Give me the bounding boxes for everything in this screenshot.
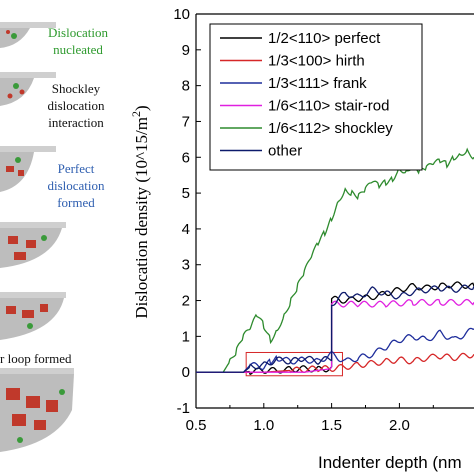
y-axis-label-text: Dislocation density (10^15/m (132, 117, 151, 319)
series-layer (196, 147, 474, 376)
caption-dislocation-nucleated: Dislocation nucleated (30, 24, 126, 58)
y-tick-label: 1 (182, 328, 190, 345)
y-tick-label: 8 (182, 78, 190, 95)
snapshot-4 (0, 222, 66, 268)
y-axis-label-close: ) (132, 105, 151, 111)
md-snapshot-strip (0, 22, 74, 452)
y-tick-label: 7 (182, 113, 190, 130)
legend-label: 1/6<112> shockley (268, 120, 393, 137)
y-tick-label: 3 (182, 257, 190, 274)
tick-label-layer: -1 0 1 2 3 4 5 6 7 8 9 10 0.5 1.0 1.5 2.0 (173, 6, 410, 434)
caption-line: Shockley (51, 81, 101, 96)
y-tick-label: 10 (173, 6, 190, 23)
legend-label: 1/3<111> frank (268, 75, 367, 92)
series-line-0 (196, 281, 474, 376)
caption-loop-formed: r loop formed (0, 350, 100, 367)
legend-label: other (268, 143, 302, 160)
series-line-2 (196, 327, 474, 373)
y-axis-label: Dislocation density (10^15/m2) (129, 105, 151, 318)
axes-layer (195, 13, 474, 409)
caption-line: interaction (48, 115, 104, 130)
y-tick-label: -1 (177, 400, 190, 417)
x-tick-label: 1.0 (253, 417, 274, 434)
snapshot-6 (0, 368, 74, 452)
caption-line: dislocation (47, 178, 105, 193)
legend-label: 1/3<100> hirth (268, 53, 365, 70)
y-tick-label: 5 (182, 185, 190, 202)
legend-box (209, 23, 423, 171)
snapshot-3 (0, 146, 56, 192)
caption-line: Perfect (57, 161, 95, 176)
series-line-5 (196, 284, 474, 373)
caption-line: dislocation (47, 98, 105, 113)
snapshot-2 (0, 72, 56, 106)
caption-line: formed (57, 195, 95, 210)
caption-line: r loop formed (0, 351, 72, 366)
highlight-box (245, 351, 343, 377)
snapshot-5 (0, 292, 66, 340)
caption-shockley-interaction: Shockley dislocation interaction (26, 80, 126, 131)
legend: 1/2<110> perfect 1/3<100> hirth 1/3<111> f… (209, 23, 423, 171)
x-tick-label: 1.5 (321, 417, 342, 434)
y-tick-label: 9 (182, 42, 190, 59)
y-tick-label: 2 (182, 293, 190, 310)
caption-line: nucleated (53, 42, 103, 57)
snapshot-1 (0, 22, 56, 48)
y-tick-label: 4 (182, 221, 190, 238)
annotation-layer (245, 351, 343, 377)
x-tick-label: 0.5 (186, 417, 207, 434)
x-tick-label: 2.0 (389, 417, 410, 434)
legend-label: 1/6<110> stair-rod (268, 98, 389, 115)
legend-label: 1/2<110> perfect (268, 30, 381, 47)
series-line-3 (196, 298, 474, 373)
caption-line: Dislocation (48, 25, 108, 40)
series-line-4 (222, 147, 474, 373)
y-tick-label: 6 (182, 149, 190, 166)
y-tick-label: 0 (182, 364, 190, 381)
caption-perfect-dislocation: Perfect dislocation formed (26, 160, 126, 211)
y-axis-label-superscript: 2 (129, 111, 143, 117)
x-axis-label: Indenter depth (nm (318, 453, 462, 472)
